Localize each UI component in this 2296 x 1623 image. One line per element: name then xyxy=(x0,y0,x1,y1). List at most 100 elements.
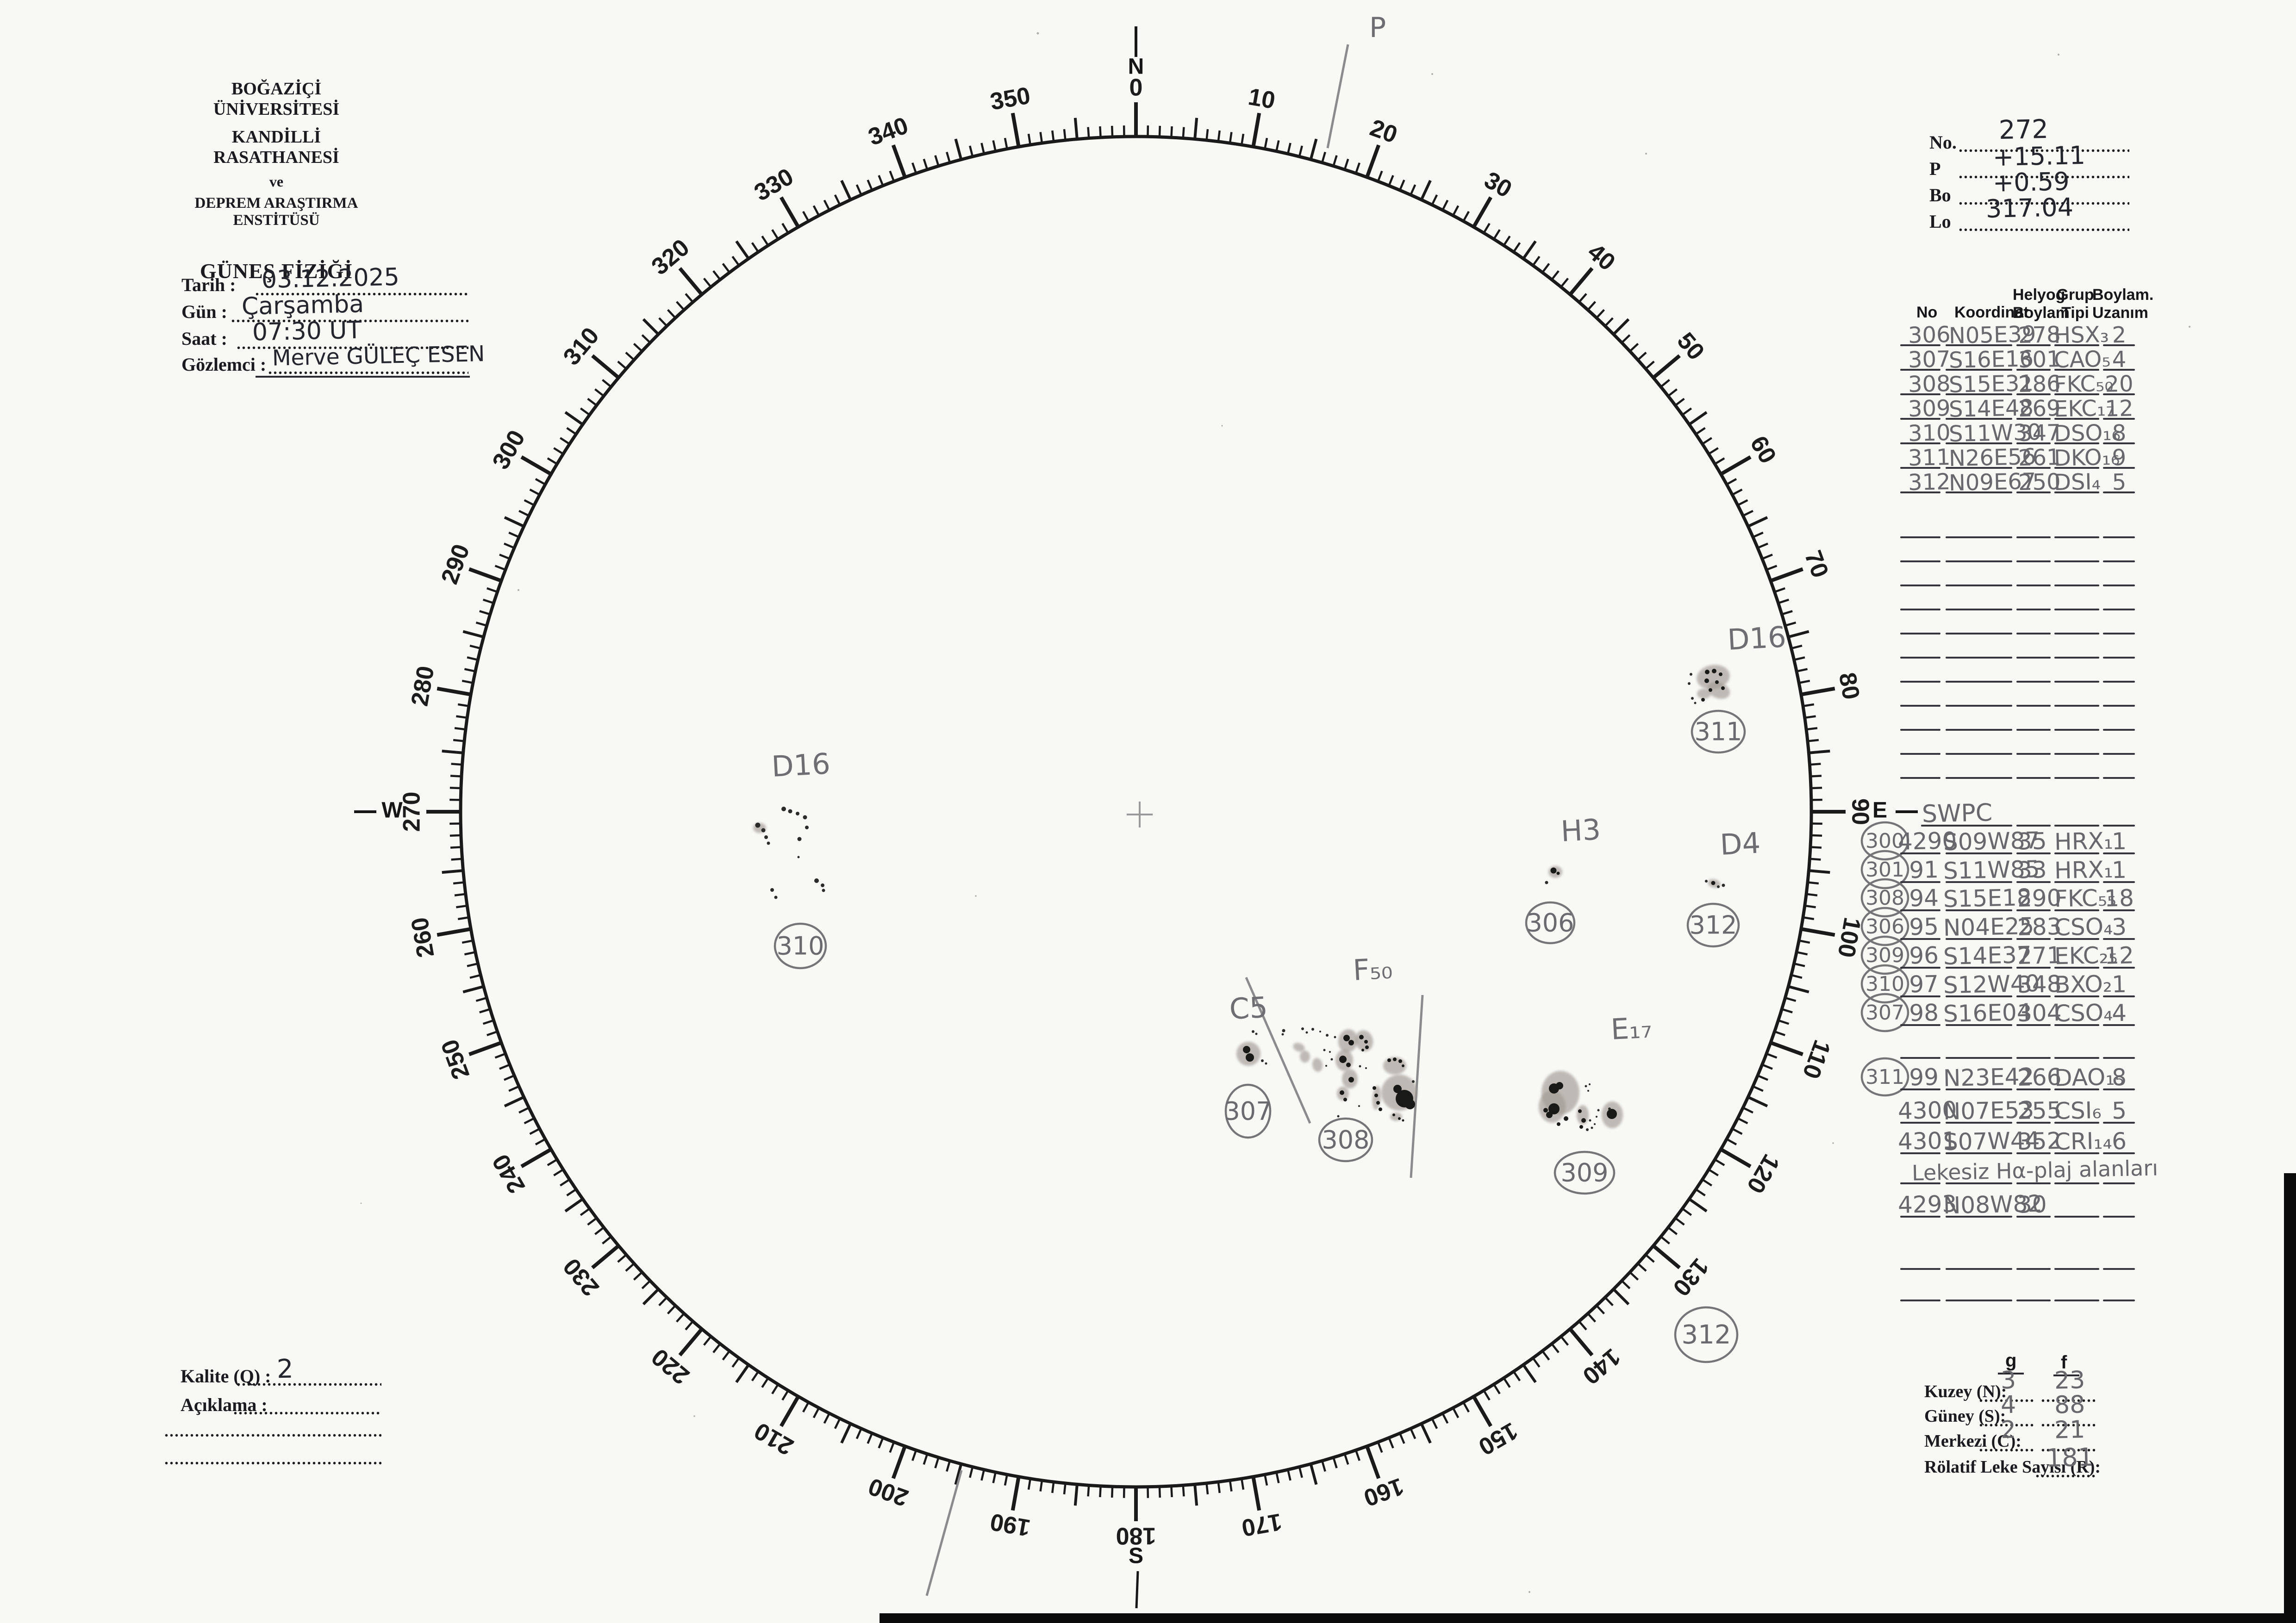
degree-label: 90 xyxy=(1847,798,1873,825)
sunspot-dot xyxy=(1545,881,1548,884)
sunspot-umbra xyxy=(1398,1117,1401,1120)
sunspot-dot xyxy=(1591,1126,1593,1129)
sunspot-dot xyxy=(1597,1109,1600,1112)
degree-tick xyxy=(1027,133,1031,145)
table-underline xyxy=(1900,1024,1940,1026)
scan-edge-right xyxy=(2284,1173,2296,1623)
table-underline-empty xyxy=(2054,657,2099,659)
table-underline xyxy=(1946,1122,2012,1124)
group-number: 308 xyxy=(1322,1126,1369,1155)
table-underline xyxy=(2016,995,2051,997)
degree-tick xyxy=(667,1305,676,1315)
swpc-kandilli-circle-number: 300 xyxy=(1866,829,1904,853)
summary-dotted-f xyxy=(2041,1399,2095,1402)
degree-tick xyxy=(1087,127,1090,138)
degree-tick xyxy=(1807,739,1819,742)
swpc-cell-no: 94 xyxy=(1909,884,1939,912)
degree-tick xyxy=(1766,565,1778,571)
page-title: GÜNEŞ FİZİĞİ xyxy=(200,259,353,283)
degree-tick xyxy=(437,927,471,937)
degree-tick xyxy=(1752,531,1764,538)
degree-tick xyxy=(1752,1085,1764,1092)
swpc-kandilli-circle-number: 310 xyxy=(1866,972,1904,996)
swpc-cell-uzanim: 1 xyxy=(2111,827,2127,855)
group-number-circle-extra xyxy=(1674,1306,1739,1363)
table-underline xyxy=(2054,1182,2099,1184)
sunspot-umbra xyxy=(1402,1119,1404,1122)
degree-tick xyxy=(676,1312,685,1323)
eph-lo-label: Lo xyxy=(1929,211,1951,232)
eph-p-dotted xyxy=(1959,175,2129,179)
degree-tick xyxy=(1217,130,1221,142)
swpc-cell-uzanim: 18 xyxy=(2104,884,2134,912)
degree-label: 270 xyxy=(399,792,425,832)
table-underline-empty xyxy=(2016,1057,2051,1059)
table-underline-empty xyxy=(2016,1300,2051,1301)
table-underline xyxy=(1946,938,2012,940)
degree-tick xyxy=(1809,749,1830,754)
degree-tick xyxy=(1321,151,1326,163)
summary-row-label: Güney (S): xyxy=(1924,1406,2006,1426)
sunspot-penumbra xyxy=(1293,1043,1305,1052)
table-underline xyxy=(1946,1024,2012,1026)
table-underline-empty xyxy=(2054,729,2099,731)
table-underline-empty xyxy=(1946,705,2012,707)
degree-tick xyxy=(878,1437,884,1449)
table-underline xyxy=(2016,967,2051,969)
gozlemci-label: Gözlemci : xyxy=(181,354,267,375)
degree-tick xyxy=(520,1148,552,1168)
degree-tick xyxy=(1652,1244,1681,1269)
degree-tick xyxy=(453,881,465,885)
degree-tick xyxy=(992,140,997,152)
degree-tick xyxy=(1011,1476,1021,1511)
degree-tick xyxy=(475,622,487,627)
degree-tick xyxy=(1551,270,1560,280)
paper-speck xyxy=(1832,1142,1834,1144)
degree-tick xyxy=(625,1262,635,1272)
degree-tick xyxy=(1667,388,1678,397)
table-underline-empty xyxy=(2103,585,2135,586)
sunspot-dot xyxy=(1596,1116,1597,1118)
degree-tick xyxy=(462,630,484,639)
degree-label: 340 xyxy=(865,112,911,151)
degree-tick xyxy=(633,342,643,352)
degree-tick xyxy=(658,1296,668,1306)
degree-tick xyxy=(1483,1390,1491,1401)
table-underline-empty xyxy=(2103,729,2135,731)
degree-tick xyxy=(678,267,704,296)
table-underline xyxy=(2016,393,2051,395)
saat-label: Saat : xyxy=(181,328,227,349)
tarih-value: 03.12.2025 xyxy=(261,263,400,294)
degree-tick xyxy=(685,293,694,303)
table-underline xyxy=(2054,369,2099,371)
sunspot-dot xyxy=(1261,1059,1264,1062)
degree-tick xyxy=(1803,916,1815,920)
table-underline xyxy=(2016,938,2051,940)
degree-tick xyxy=(1708,1169,1719,1176)
swpc-kandilli-circle-number: 301 xyxy=(1866,858,1904,882)
group-number: 312 xyxy=(1689,911,1737,940)
sunspot-dot xyxy=(821,883,824,887)
degree-label: 80 xyxy=(1834,671,1865,702)
degree-tick xyxy=(547,457,558,465)
degree-tick xyxy=(482,1019,494,1025)
sunspot-umbra xyxy=(1392,1113,1395,1116)
degree-tick xyxy=(1011,112,1021,147)
degree-tick xyxy=(812,1407,820,1418)
degree-tick xyxy=(1809,858,1821,861)
table-underline-empty xyxy=(1900,1057,1940,1059)
table-underline xyxy=(2016,881,2051,883)
swpc-cell-helyog: 33 xyxy=(2017,856,2047,884)
swpc-cell-no: 95 xyxy=(1909,913,1939,941)
degree-tick xyxy=(1806,727,1818,731)
table-underline-empty xyxy=(2103,657,2135,659)
degree-tick xyxy=(802,1401,810,1413)
degree-tick xyxy=(658,317,668,327)
degree-tick xyxy=(1798,679,1810,684)
table-underline xyxy=(1946,418,2012,420)
sunspot-dot xyxy=(797,856,800,858)
sunspot-dot xyxy=(1722,883,1725,887)
kandilli-cell-uzanim: 8 xyxy=(2112,420,2127,447)
degree-tick xyxy=(1298,145,1303,157)
